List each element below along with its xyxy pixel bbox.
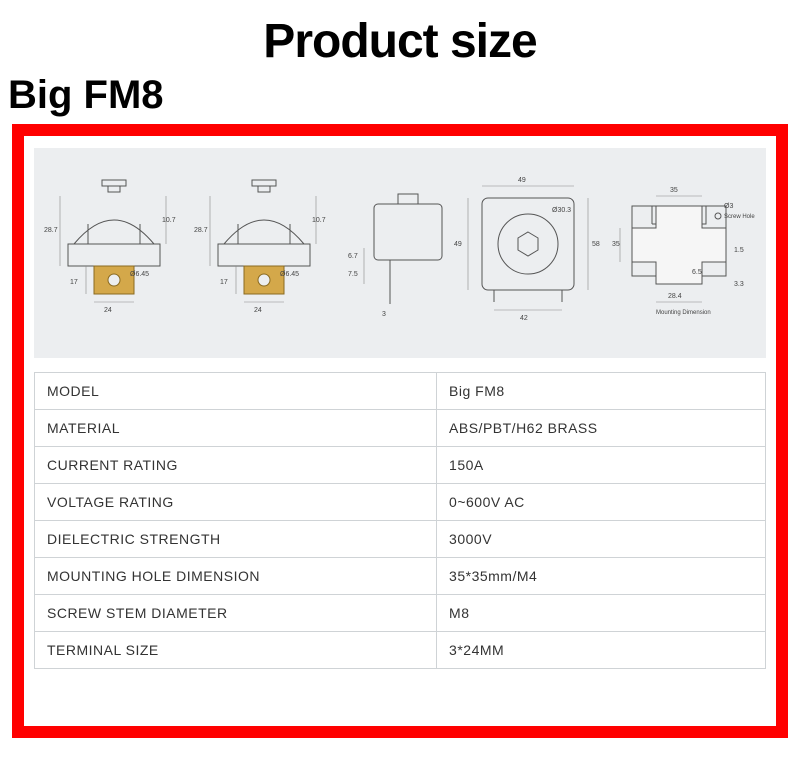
diagram-side: 6.7 7.5 3 <box>344 184 454 334</box>
dim-w1: 28.7 <box>44 227 58 234</box>
spec-label: MODEL <box>35 373 437 410</box>
dim-top-w: 49 <box>518 177 526 184</box>
dim-m-note: Mounting Dimension <box>656 310 711 316</box>
spec-label: SCREW STEM DIAMETER <box>35 595 437 632</box>
dim-side-dep: 7.5 <box>348 271 358 278</box>
spec-frame: 28.7 10.7 17 24 Ø6.45 <box>12 124 788 738</box>
table-row: SCREW STEM DIAMETERM8 <box>35 595 766 632</box>
dim-w2: 28.7 <box>194 227 208 234</box>
product-name: Big FM8 <box>8 73 800 118</box>
dim-side-off: 6.7 <box>348 253 358 260</box>
diagram-band: 28.7 10.7 17 24 Ø6.45 <box>34 148 766 358</box>
diagram-mount: 35 Ø3 Screw Hole 35 6.5 1.5 3.3 28.4 Mou… <box>612 180 762 330</box>
dim-side-pin: 3 <box>382 311 386 318</box>
table-row: DIELECTRIC STRENGTH3000V <box>35 521 766 558</box>
table-row: MATERIALABS/PBT/H62 BRASS <box>35 410 766 447</box>
table-row: MODELBig FM8 <box>35 373 766 410</box>
spec-value: 150A <box>437 447 766 484</box>
dim-top-s: 58 <box>592 241 600 248</box>
dim-h1: 10.7 <box>162 217 176 224</box>
dim-th1: 17 <box>70 279 78 286</box>
dim-m-scr: Ø3 <box>724 203 733 210</box>
spec-value: 3*24MM <box>437 632 766 669</box>
spec-value: M8 <box>437 595 766 632</box>
diagram-top: 49 Ø30.3 49 58 42 <box>454 170 614 340</box>
spec-label: TERMINAL SIZE <box>35 632 437 669</box>
dim-m-step: 6.5 <box>692 269 702 276</box>
page-title: Product size <box>0 14 800 69</box>
table-row: TERMINAL SIZE3*24MM <box>35 632 766 669</box>
table-row: VOLTAGE RATING0~600V AC <box>35 484 766 521</box>
dim-m-scr-note: Screw Hole <box>724 214 755 220</box>
table-row: CURRENT RATING150A <box>35 447 766 484</box>
dim-m-inw: 28.4 <box>668 293 682 300</box>
spec-label: VOLTAGE RATING <box>35 484 437 521</box>
spec-label: DIELECTRIC STRENGTH <box>35 521 437 558</box>
spec-value: Big FM8 <box>437 373 766 410</box>
spec-table: MODELBig FM8MATERIALABS/PBT/H62 BRASSCUR… <box>34 372 766 669</box>
spec-label: MATERIAL <box>35 410 437 447</box>
dim-tw2: 24 <box>254 307 262 314</box>
diagram-front-2: 28.7 10.7 17 24 Ø6.45 <box>194 174 334 334</box>
spec-value: ABS/PBT/H62 BRASS <box>437 410 766 447</box>
dim-m-thk: 3.3 <box>734 281 744 288</box>
spec-label: MOUNTING HOLE DIMENSION <box>35 558 437 595</box>
dim-top-circ: Ø30.3 <box>552 207 571 214</box>
dim-m-thin: 1.5 <box>734 247 744 254</box>
spec-value: 35*35mm/M4 <box>437 558 766 595</box>
dim-top-h: 49 <box>454 241 462 248</box>
dim-tw1: 24 <box>104 307 112 314</box>
dim-m-out: 35 <box>670 187 678 194</box>
spec-value: 0~600V AC <box>437 484 766 521</box>
table-row: MOUNTING HOLE DIMENSION35*35mm/M4 <box>35 558 766 595</box>
spec-table-body: MODELBig FM8MATERIALABS/PBT/H62 BRASSCUR… <box>35 373 766 669</box>
dim-th2: 17 <box>220 279 228 286</box>
dim-hole2: Ø6.45 <box>280 271 299 278</box>
dim-top-f: 42 <box>520 315 528 322</box>
diagram-front-1: 28.7 10.7 17 24 Ø6.45 <box>44 174 184 334</box>
dim-m-out2: 35 <box>612 241 620 248</box>
spec-value: 3000V <box>437 521 766 558</box>
dim-hole1: Ø6.45 <box>130 271 149 278</box>
dim-h2: 10.7 <box>312 217 326 224</box>
spec-label: CURRENT RATING <box>35 447 437 484</box>
